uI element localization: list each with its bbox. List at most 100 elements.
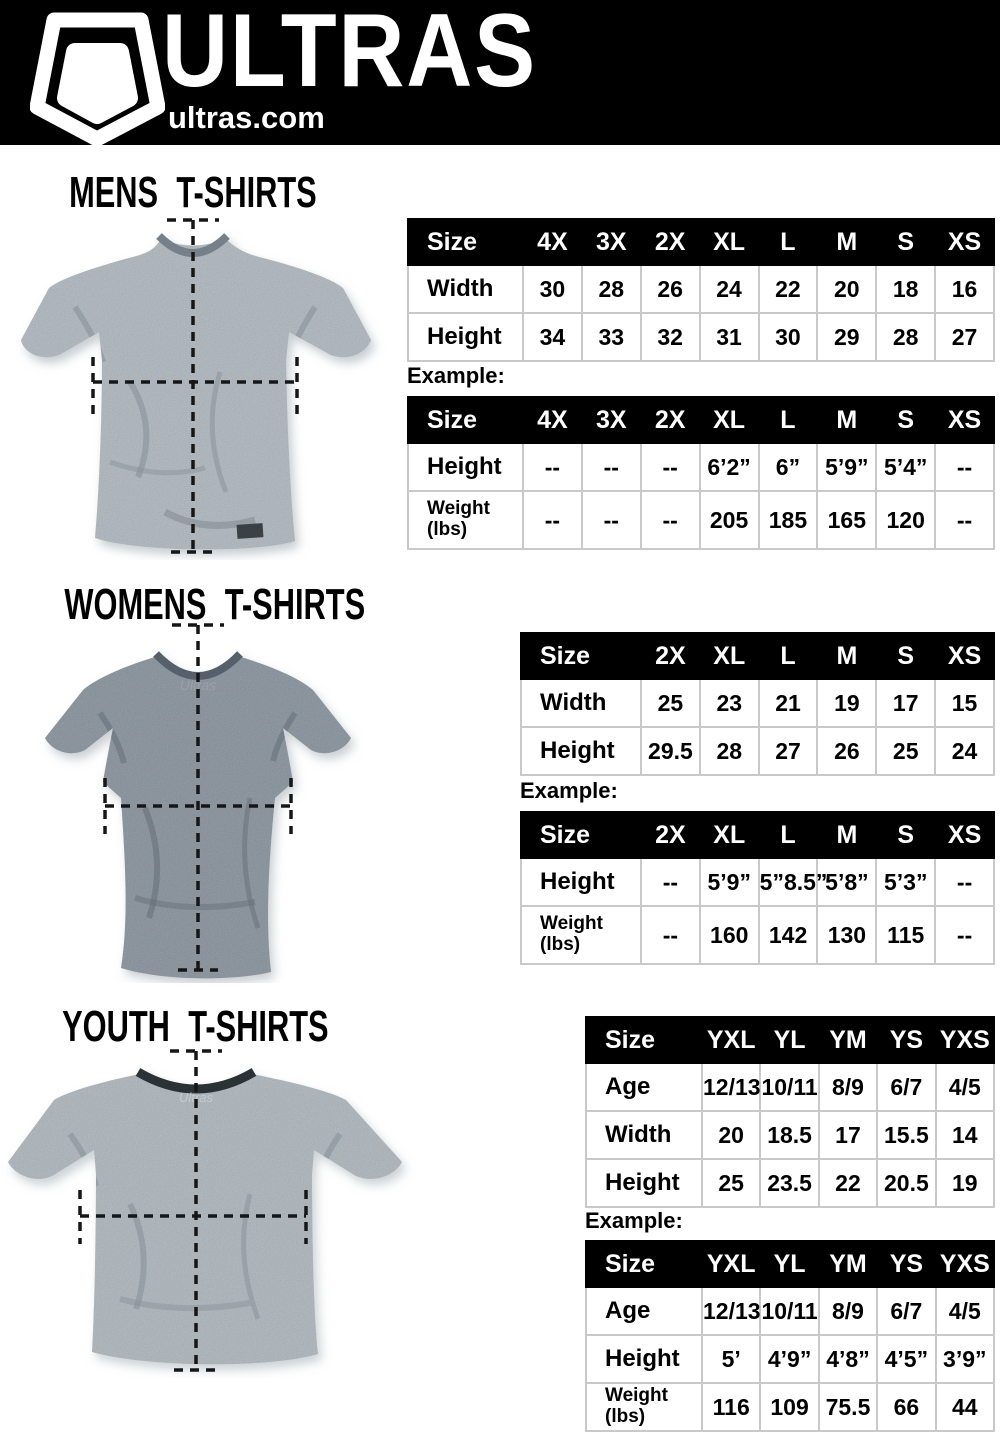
size-value: 115 xyxy=(875,905,937,965)
column-header: Size xyxy=(407,218,524,266)
size-value: 24 xyxy=(698,264,760,314)
size-value: 12/13 xyxy=(700,1062,762,1112)
table-header-row: Size 4X 3X 2X XL L M S XS xyxy=(407,218,995,266)
table-row: Width 30 28 26 24 22 20 18 16 xyxy=(407,264,995,314)
size-value: 6’2” xyxy=(698,442,760,492)
size-value: -- xyxy=(639,442,701,492)
size-value: 10/11 xyxy=(759,1286,820,1336)
womens-example-table: Size 2X XL L M S XS Height -- 5’9” 5”8.5… xyxy=(520,811,995,965)
size-value: 19 xyxy=(934,1158,996,1208)
womens-tshirt-image: Ultras xyxy=(45,623,351,979)
youth-example-label: Example: xyxy=(585,1208,683,1233)
size-value: 75.5 xyxy=(817,1382,879,1432)
mens-tshirt-image xyxy=(21,218,371,554)
youth-neck-label: Ultras xyxy=(179,1090,213,1105)
size-value: 142 xyxy=(757,905,819,965)
column-header: M xyxy=(816,218,878,266)
table-row: Width 25 23 21 19 17 15 xyxy=(520,678,995,728)
table-row: Width 20 18.5 17 15.5 14 xyxy=(585,1110,996,1160)
column-header: YL xyxy=(759,1240,820,1288)
table-row: Height 5’ 4’9” 4’8” 4’5” 3’9” xyxy=(585,1334,996,1384)
mens-example-table: Size 4X 3X 2X XL L M S XS Height -- -- -… xyxy=(407,396,995,550)
column-header: L xyxy=(757,811,819,859)
column-header: XL xyxy=(698,811,760,859)
size-value: 5’ xyxy=(700,1334,762,1384)
table-header-row: Size 4X 3X 2X XL L M S XS xyxy=(407,396,995,444)
column-header: S xyxy=(875,218,937,266)
size-value: 33 xyxy=(580,312,642,362)
size-value: 17 xyxy=(817,1110,879,1160)
size-value: 5’3” xyxy=(875,857,937,907)
column-header: YS xyxy=(876,1016,937,1064)
womens-size-table-wrap: Size 2X XL L M S XS Width 25 23 21 19 17… xyxy=(520,632,995,776)
size-value: 5”8.5” xyxy=(757,857,827,907)
size-value: -- xyxy=(640,905,701,965)
size-value: 20 xyxy=(700,1110,762,1160)
size-value: 21 xyxy=(757,678,819,728)
size-value: -- xyxy=(934,490,995,550)
table-row: Weight (lbs) -- 160 142 130 115 -- xyxy=(520,905,995,965)
size-value: 26 xyxy=(639,264,701,314)
column-header: YXS xyxy=(934,1240,996,1288)
size-value: -- xyxy=(934,442,995,492)
size-value: 17 xyxy=(875,678,937,728)
youth-size-table: Size YXL YL YM YS YXS Age 12/13 10/11 8/… xyxy=(585,1016,996,1208)
size-value: -- xyxy=(580,442,642,492)
column-header: S xyxy=(875,396,937,444)
table-row: Weight (lbs) 116 109 75.5 66 44 xyxy=(585,1382,996,1432)
size-value: 5’4” xyxy=(875,442,937,492)
column-header: Size xyxy=(520,811,642,859)
size-value: 29.5 xyxy=(640,726,701,776)
mens-hem-tag xyxy=(236,523,264,539)
column-header: S xyxy=(875,811,937,859)
row-label: Width xyxy=(407,264,524,314)
size-value: 18 xyxy=(875,264,937,314)
size-value: 25 xyxy=(700,1158,762,1208)
size-value: 4’9” xyxy=(759,1334,820,1384)
row-label: Weight (lbs) xyxy=(407,490,524,550)
column-header: 2X xyxy=(639,396,701,444)
row-label: Width xyxy=(585,1110,703,1160)
column-header: YM xyxy=(817,1240,879,1288)
size-value: -- xyxy=(639,490,701,550)
size-value: 15.5 xyxy=(876,1110,937,1160)
row-label: Height xyxy=(520,726,642,776)
youth-measure-lines xyxy=(78,1049,308,1372)
youth-tshirt-image: Ultras xyxy=(8,1049,402,1372)
column-header: XS xyxy=(934,811,995,859)
table-row: Height 34 33 32 31 30 29 28 27 xyxy=(407,312,995,362)
size-value: 23 xyxy=(698,678,760,728)
womens-example-table-wrap: Size 2X XL L M S XS Height -- 5’9” 5”8.5… xyxy=(520,811,995,965)
size-value: 6/7 xyxy=(876,1062,937,1112)
brand-name: ULTRAS xyxy=(162,0,537,109)
size-value: -- xyxy=(580,490,642,550)
size-value: -- xyxy=(522,490,583,550)
column-header: YXL xyxy=(700,1016,762,1064)
row-label: Height xyxy=(407,312,524,362)
table-row: Height 25 23.5 22 20.5 19 xyxy=(585,1158,996,1208)
mens-example-table-wrap: Size 4X 3X 2X XL L M S XS Height -- -- -… xyxy=(407,396,995,550)
size-value: 165 xyxy=(816,490,878,550)
column-header: YS xyxy=(876,1240,937,1288)
size-value: 16 xyxy=(934,264,995,314)
youth-example-table: Size YXL YL YM YS YXS Age 12/13 10/11 8/… xyxy=(585,1240,996,1432)
ultras-shield-icon xyxy=(30,12,165,146)
column-header: L xyxy=(757,218,819,266)
size-value: 8/9 xyxy=(817,1286,879,1336)
size-value: 10/11 xyxy=(759,1062,820,1112)
mens-size-table: Size 4X 3X 2X XL L M S XS Width 30 28 26… xyxy=(407,218,995,362)
column-header: 4X xyxy=(522,396,583,444)
size-value: 14 xyxy=(934,1110,996,1160)
column-header: XL xyxy=(698,218,760,266)
table-header-row: Size YXL YL YM YS YXS xyxy=(585,1240,996,1288)
mens-size-table-wrap: Size 4X 3X 2X XL L M S XS Width 30 28 26… xyxy=(407,218,995,362)
row-label: Width xyxy=(520,678,642,728)
size-value: 27 xyxy=(757,726,819,776)
row-label: Height xyxy=(585,1158,703,1208)
table-row: Height -- -- -- 6’2” 6” 5’9” 5’4” -- xyxy=(407,442,995,492)
size-value: -- xyxy=(934,857,995,907)
size-value: 19 xyxy=(816,678,878,728)
size-value: 116 xyxy=(700,1382,762,1432)
column-header: Size xyxy=(520,632,642,680)
column-header: M xyxy=(816,396,878,444)
